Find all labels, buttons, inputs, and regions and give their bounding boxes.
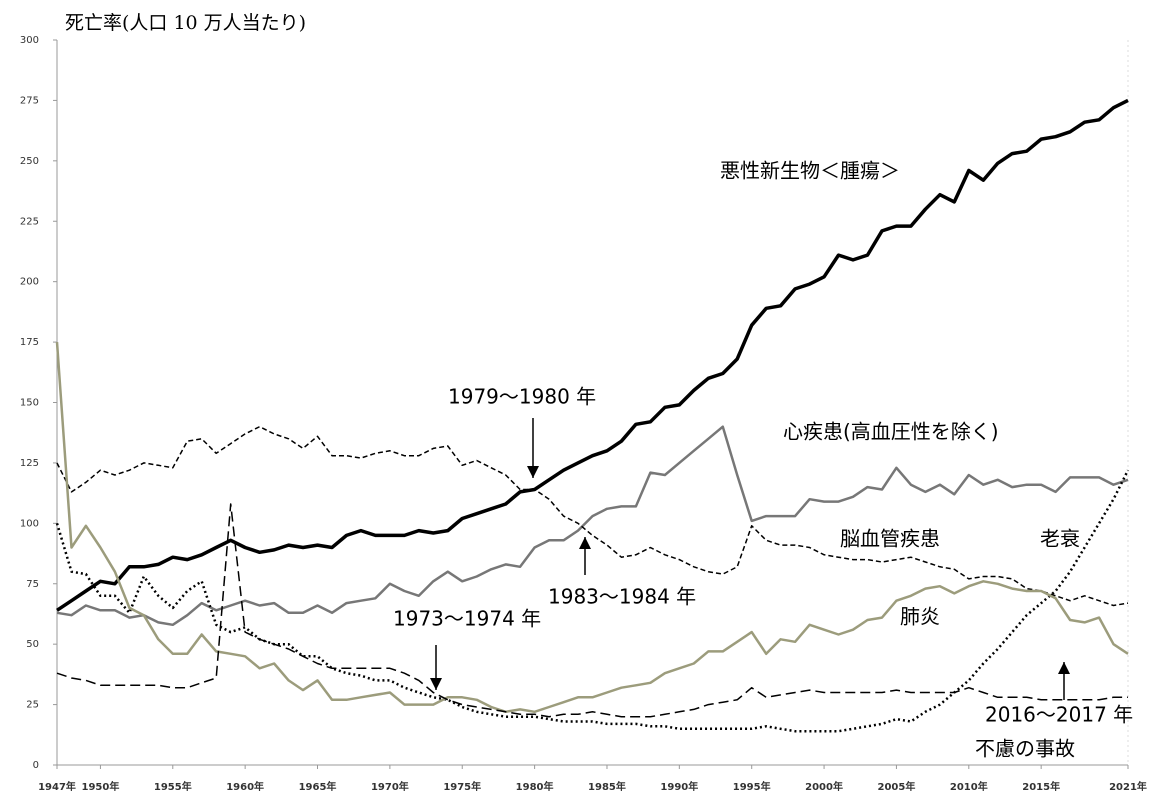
y-tick-label: 225 xyxy=(20,216,39,227)
series-line xyxy=(55,342,1129,714)
x-tick-label: 1975年 xyxy=(443,780,481,793)
series-label: 脳血管疾患 xyxy=(840,527,940,551)
x-tick-label: 2000年 xyxy=(805,780,843,793)
arrow-head xyxy=(579,537,591,549)
y-tick-label: 100 xyxy=(20,518,39,529)
y-tick-label: 75 xyxy=(26,579,39,590)
annotation: 1973～1974 年 xyxy=(393,607,541,631)
y-tick-label: 125 xyxy=(20,458,39,469)
x-tick-label: 1950年 xyxy=(81,780,119,793)
series-line xyxy=(56,425,1129,627)
series-label: 老衰 xyxy=(1040,527,1080,551)
annotation: 1979～1980 年 xyxy=(448,385,596,409)
x-tick-label: 1985年 xyxy=(588,780,626,793)
y-tick-label: 300 xyxy=(20,35,39,46)
x-tick-label: 2010年 xyxy=(950,780,988,793)
arrow-head xyxy=(527,466,539,478)
x-tick-label: 1960年 xyxy=(226,780,264,793)
series-label: 不慮の事故 xyxy=(975,737,1075,761)
series-label: 悪性新生物＜腫瘍＞ xyxy=(720,159,900,183)
x-tick-label: 1965年 xyxy=(299,780,337,793)
series-line xyxy=(56,98,1129,612)
series-label: 肺炎 xyxy=(900,605,940,629)
series-line xyxy=(55,469,1130,733)
y-tick-label: 275 xyxy=(20,95,39,106)
y-tick-label: 250 xyxy=(20,156,39,167)
y-tick-label: 175 xyxy=(20,337,39,348)
x-tick-label: 2021年 xyxy=(1109,780,1147,793)
y-tick-label: 50 xyxy=(26,639,39,650)
series-line xyxy=(56,425,1129,607)
x-tick-label: 1990年 xyxy=(660,780,698,793)
arrow-head xyxy=(430,678,442,690)
annotation: 2016～2017 年 xyxy=(985,703,1133,727)
x-tick-label: 2005年 xyxy=(878,780,916,793)
x-tick-label: 1947年 xyxy=(38,780,76,793)
y-tick-label: 200 xyxy=(20,277,39,288)
annotation: 1983～1984 年 xyxy=(548,585,696,609)
y-tick-label: 25 xyxy=(26,700,39,711)
y-tick-label: 0 xyxy=(33,760,39,771)
x-tick-label: 1955年 xyxy=(154,780,192,793)
series-label: 心疾患(高血圧性を除く) xyxy=(783,420,999,444)
y-tick-label: 150 xyxy=(20,398,39,409)
y-axis-label: 死亡率(人口 10 万人当たり) xyxy=(65,12,306,34)
x-tick-label: 1995年 xyxy=(733,780,771,793)
x-tick-label: 2015年 xyxy=(1022,780,1060,793)
series-line xyxy=(56,503,1128,718)
arrow-head xyxy=(1058,662,1070,674)
x-tick-label: 1970年 xyxy=(371,780,409,793)
x-tick-label: 1980年 xyxy=(516,780,554,793)
